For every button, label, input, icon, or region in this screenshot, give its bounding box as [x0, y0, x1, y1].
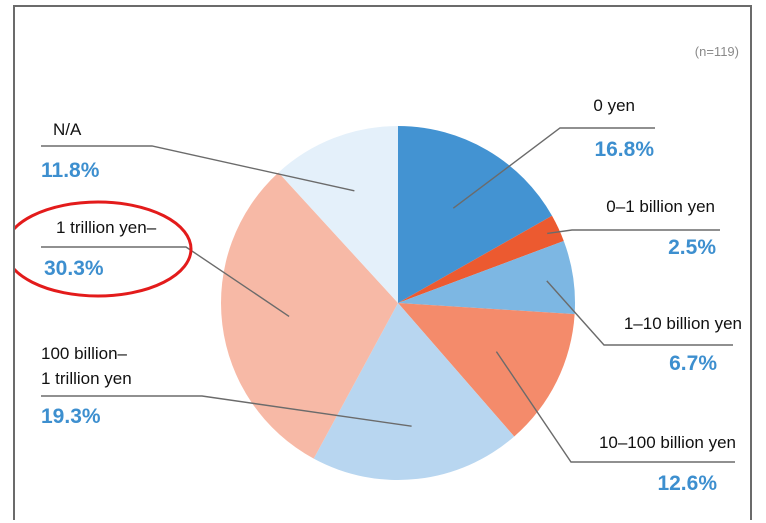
category-label: 0–1 billion yen	[606, 197, 715, 216]
slice-labels: 0 yen 16.8% 0–1 billion yen 2.5% 1–10 billio…	[41, 96, 742, 495]
percent-label: 19.3%	[41, 405, 101, 428]
pie-slice	[398, 126, 553, 303]
pie-slice	[278, 126, 398, 303]
chart-frame: (n=119) 0 yen 16.8% 0–1 billion yen 2.5% 1–1…	[13, 5, 752, 520]
leader-line	[41, 395, 412, 427]
pie-slice	[221, 172, 398, 459]
highlight-circle	[15, 200, 193, 298]
percent-label: 12.6%	[657, 472, 717, 495]
category-label: 1 trillion yen–	[56, 218, 157, 237]
category-label: 10–100 billion yen	[599, 433, 736, 452]
leader-line	[452, 127, 655, 209]
leader-line	[41, 145, 355, 192]
leader-line	[495, 351, 735, 463]
category-label: N/A	[53, 120, 82, 139]
category-label: 100 billion–	[41, 344, 128, 363]
sample-size-note: (n=119)	[695, 44, 739, 59]
category-label: 1–10 billion yen	[624, 314, 742, 333]
leader-line	[547, 229, 720, 235]
percent-label: 16.8%	[594, 138, 654, 161]
pie-slice	[398, 240, 575, 315]
leader-line	[41, 246, 290, 317]
leader-lines	[41, 127, 735, 463]
pie-slice	[313, 303, 515, 480]
category-label: 1 trillion yen	[41, 369, 132, 388]
leader-line	[546, 280, 733, 346]
pie-slice	[398, 215, 564, 303]
percent-label: 2.5%	[668, 236, 716, 259]
percent-label: 30.3%	[44, 257, 104, 280]
percent-label: 11.8%	[41, 159, 100, 182]
percent-label: 6.7%	[669, 352, 717, 375]
pie-slices	[221, 126, 575, 480]
category-label: 0 yen	[593, 96, 635, 115]
pie-chart: (n=119) 0 yen 16.8% 0–1 billion yen 2.5% 1–1…	[15, 44, 742, 495]
